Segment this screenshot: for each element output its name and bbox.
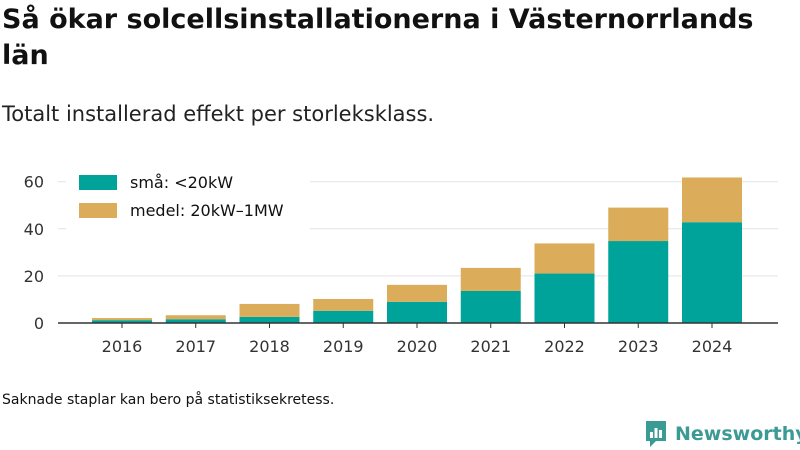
bar-2019-medium [313, 298, 374, 311]
bar-2019-small [313, 310, 374, 323]
bar-2016-medium [92, 318, 152, 321]
bar-2020-medium [387, 284, 447, 302]
legend-swatch-small [79, 175, 117, 190]
bar-2022-medium [534, 243, 595, 274]
bar-2021-small [460, 290, 521, 323]
bar-2024-medium [682, 177, 742, 223]
y-tick-label-0: 0 [34, 314, 44, 333]
x-axis-ticks: 2016 2017 2018 2019 2020 2021 2022 2023 2024 [102, 323, 733, 356]
bar-2023-medium [608, 207, 669, 242]
bar-2016-small [92, 320, 152, 323]
x-tick-label-2023: 2023 [618, 337, 659, 356]
x-tick-label-2019: 2019 [323, 337, 364, 356]
y-tick-label-60: 60 [24, 173, 44, 192]
bar-2024-small [682, 222, 742, 323]
chart-title: Så ökar solcellsinstallationerna i Väste… [2, 4, 754, 71]
bar-2017-small [165, 319, 226, 323]
x-tick-label-2024: 2024 [692, 337, 733, 356]
x-tick-label-2016: 2016 [102, 337, 143, 356]
x-tick-label-2018: 2018 [249, 337, 290, 356]
bar-2022-small [534, 273, 595, 323]
legend-swatch-medium [79, 203, 117, 218]
x-tick-label-2017: 2017 [175, 337, 216, 356]
stacked-bar-chart: 0 20 40 60 2016 2017 2018 2019 2020 2021 2022 2023… [24, 168, 778, 356]
brand-name: Newsworthy [675, 423, 800, 445]
footnote: Saknade staplar kan bero på statistiksek… [2, 392, 335, 408]
bar-2018-medium [239, 303, 300, 317]
legend-label-small: små: <20kW [130, 173, 233, 192]
bar-2020-small [387, 301, 447, 323]
newsworthy-logo-icon [646, 421, 666, 447]
y-tick-label-20: 20 [24, 267, 44, 286]
bar-2018-small [239, 316, 300, 323]
bar-2021-medium [460, 267, 521, 291]
y-tick-label-40: 40 [24, 220, 44, 239]
x-tick-label-2020: 2020 [397, 337, 438, 356]
x-tick-label-2021: 2021 [470, 337, 511, 356]
chart-subtitle: Totalt installerad effekt per storlekskl… [2, 102, 435, 126]
legend-label-medium: medel: 20kW–1MW [130, 201, 284, 220]
legend: små: <20kW medel: 20kW–1MW [66, 168, 310, 230]
x-tick-label-2022: 2022 [544, 337, 585, 356]
brand-logo[interactable]: Newsworthy [644, 419, 800, 449]
bars [92, 177, 742, 323]
bar-2023-small [608, 241, 669, 323]
bar-2017-medium [165, 315, 226, 320]
